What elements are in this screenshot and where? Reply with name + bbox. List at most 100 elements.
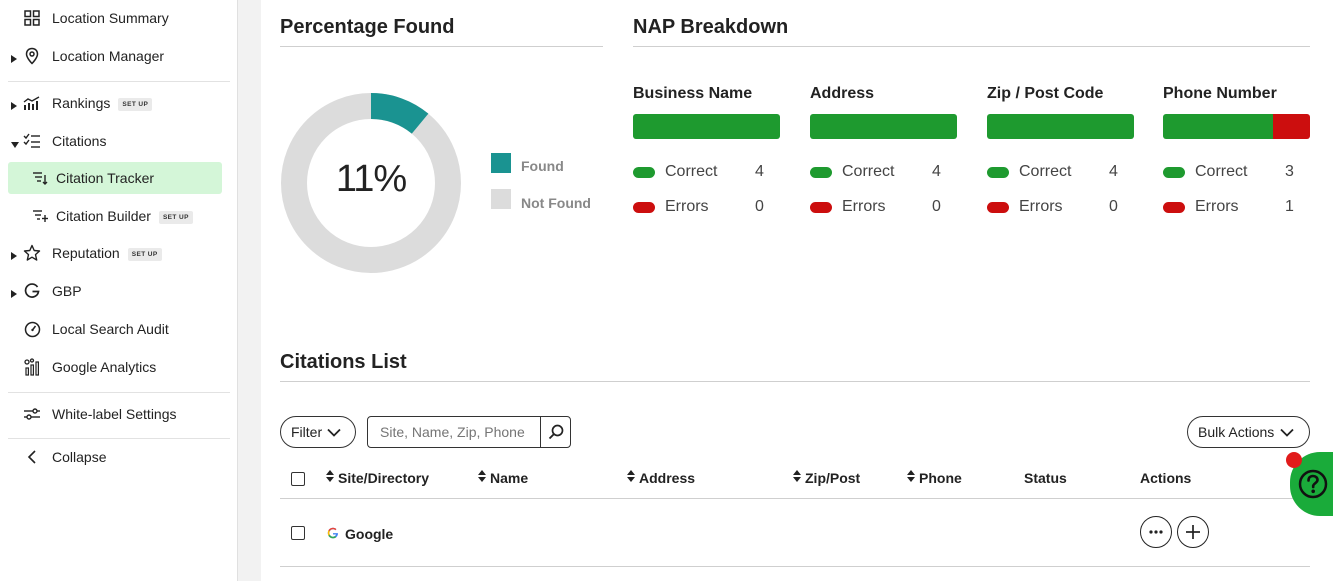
column-header-phone[interactable]: Phone	[906, 469, 962, 486]
search-input[interactable]	[367, 416, 541, 448]
sidebar-item-label: Rankings	[52, 95, 111, 111]
column-header-status: Status	[1024, 470, 1067, 486]
nap-column-title: Zip / Post Code	[987, 85, 1104, 102]
divider	[8, 81, 230, 82]
sidebar-item-location-manager[interactable]: Location Manager	[0, 41, 238, 71]
nap-errors-row: Errors 0	[987, 197, 1134, 217]
search-button[interactable]	[540, 416, 571, 448]
sidebar-item-label: GBP	[52, 283, 82, 299]
sidebar-item-white-label-settings[interactable]: White-label Settings	[0, 399, 238, 429]
row-more-button[interactable]	[1140, 516, 1172, 548]
sidebar-item-label: Google Analytics	[52, 359, 157, 375]
nap-bar-correct-segment	[633, 114, 780, 139]
caret-right-icon	[10, 98, 18, 110]
nap-bar-error-segment	[1273, 114, 1310, 139]
search-icon	[548, 424, 564, 440]
gauge-icon	[23, 320, 41, 338]
column-header-label: Name	[490, 469, 529, 486]
nap-column-title: Phone Number	[1163, 85, 1277, 102]
error-pill-icon	[633, 201, 655, 213]
select-all-checkbox[interactable]	[291, 472, 305, 486]
sidebar-item-google-analytics[interactable]: Google Analytics	[0, 352, 238, 382]
errors-label: Errors	[1195, 198, 1239, 215]
percentage-value: 11%	[335, 158, 407, 200]
legend-not-found-label: Not Found	[521, 195, 591, 211]
sidebar-item-citation-builder[interactable]: Citation Builder SET UP	[0, 201, 238, 231]
sidebar-item-reputation[interactable]: Reputation SET UP	[0, 238, 238, 268]
chevron-down-icon	[327, 428, 341, 437]
bulk-actions-label: Bulk Actions	[1198, 424, 1275, 440]
errors-label: Errors	[842, 198, 886, 215]
sidebar-item-label: Citations	[52, 133, 107, 149]
sort-icon	[626, 469, 636, 486]
builder-list-icon	[31, 207, 49, 225]
nap-accuracy-bar	[633, 114, 780, 139]
correct-count: 4	[1109, 163, 1118, 180]
setup-badge: SET UP	[158, 210, 193, 224]
nap-correct-row: Correct 3	[1163, 162, 1310, 182]
sidebar-item-local-search-audit[interactable]: Local Search Audit	[0, 314, 238, 344]
setup-badge: SET UP	[127, 247, 162, 261]
column-header-name[interactable]: Name	[477, 469, 528, 486]
analytics-icon	[23, 358, 41, 376]
correct-count: 4	[755, 163, 764, 180]
grid-icon	[23, 9, 41, 27]
column-header-zip[interactable]: Zip/Post	[792, 469, 860, 486]
sidebar-item-label-wrap: Rankings SET UP	[52, 95, 153, 111]
column-header-label: Site/Directory	[338, 469, 430, 486]
sidebar-item-citation-tracker[interactable]: Citation Tracker	[8, 162, 222, 194]
plus-icon	[1185, 524, 1201, 540]
sort-icon	[325, 469, 335, 486]
filter-button[interactable]: Filter	[280, 416, 356, 448]
sliders-icon	[23, 405, 41, 423]
more-dots-icon	[1149, 530, 1163, 534]
caret-right-icon	[10, 248, 18, 260]
correct-pill-icon	[810, 166, 832, 178]
divider	[280, 498, 1310, 499]
bulk-actions-button[interactable]: Bulk Actions	[1187, 416, 1310, 448]
sort-icon	[477, 469, 487, 486]
correct-pill-icon	[987, 166, 1009, 178]
percentage-donut-chart	[281, 93, 461, 273]
divider	[280, 381, 1310, 382]
sidebar-item-label: Citation Tracker	[56, 170, 155, 186]
checklist-icon	[23, 132, 41, 150]
sidebar-collapse-button[interactable]: Collapse	[0, 442, 238, 472]
row-site-name: Google	[345, 526, 394, 542]
legend-not-found-swatch	[491, 189, 511, 209]
errors-count: 0	[755, 198, 764, 215]
legend-found-swatch	[491, 153, 511, 173]
divider	[8, 392, 230, 393]
nap-errors-row: Errors 1	[1163, 197, 1310, 217]
divider	[280, 566, 1310, 567]
column-header-address[interactable]: Address	[626, 469, 695, 486]
nap-errors-row: Errors 0	[810, 197, 957, 217]
error-pill-icon	[987, 201, 1009, 213]
errors-count: 0	[932, 198, 941, 215]
correct-label: Correct	[842, 163, 895, 180]
sidebar-item-gbp[interactable]: GBP	[0, 276, 238, 306]
sidebar-item-rankings[interactable]: Rankings SET UP	[0, 88, 238, 118]
column-header-label: Zip/Post	[805, 469, 861, 486]
row-checkbox[interactable]	[291, 526, 305, 540]
column-header-site[interactable]: Site/Directory	[325, 469, 429, 486]
correct-count: 4	[932, 163, 941, 180]
nap-correct-row: Correct 4	[810, 162, 957, 182]
nap-bar-correct-segment	[987, 114, 1134, 139]
sidebar-item-location-summary[interactable]: Location Summary	[0, 3, 238, 33]
caret-right-icon	[10, 51, 18, 63]
nap-accuracy-bar	[987, 114, 1134, 139]
setup-badge: SET UP	[118, 97, 153, 111]
nap-accuracy-bar	[810, 114, 957, 139]
sidebar-item-citations[interactable]: Citations	[0, 126, 238, 156]
sidebar-item-label-wrap: Citation Builder SET UP	[56, 208, 193, 224]
legend-found-label: Found	[521, 158, 564, 174]
sidebar-item-label: White-label Settings	[52, 406, 177, 422]
row-add-button[interactable]	[1177, 516, 1209, 548]
filter-label: Filter	[291, 424, 323, 440]
sidebar-item-label: Local Search Audit	[52, 321, 169, 337]
correct-pill-icon	[1163, 166, 1185, 178]
nap-column-title: Address	[810, 85, 875, 102]
correct-label: Correct	[1195, 163, 1248, 180]
percentage-found-title: Percentage Found	[280, 16, 455, 38]
